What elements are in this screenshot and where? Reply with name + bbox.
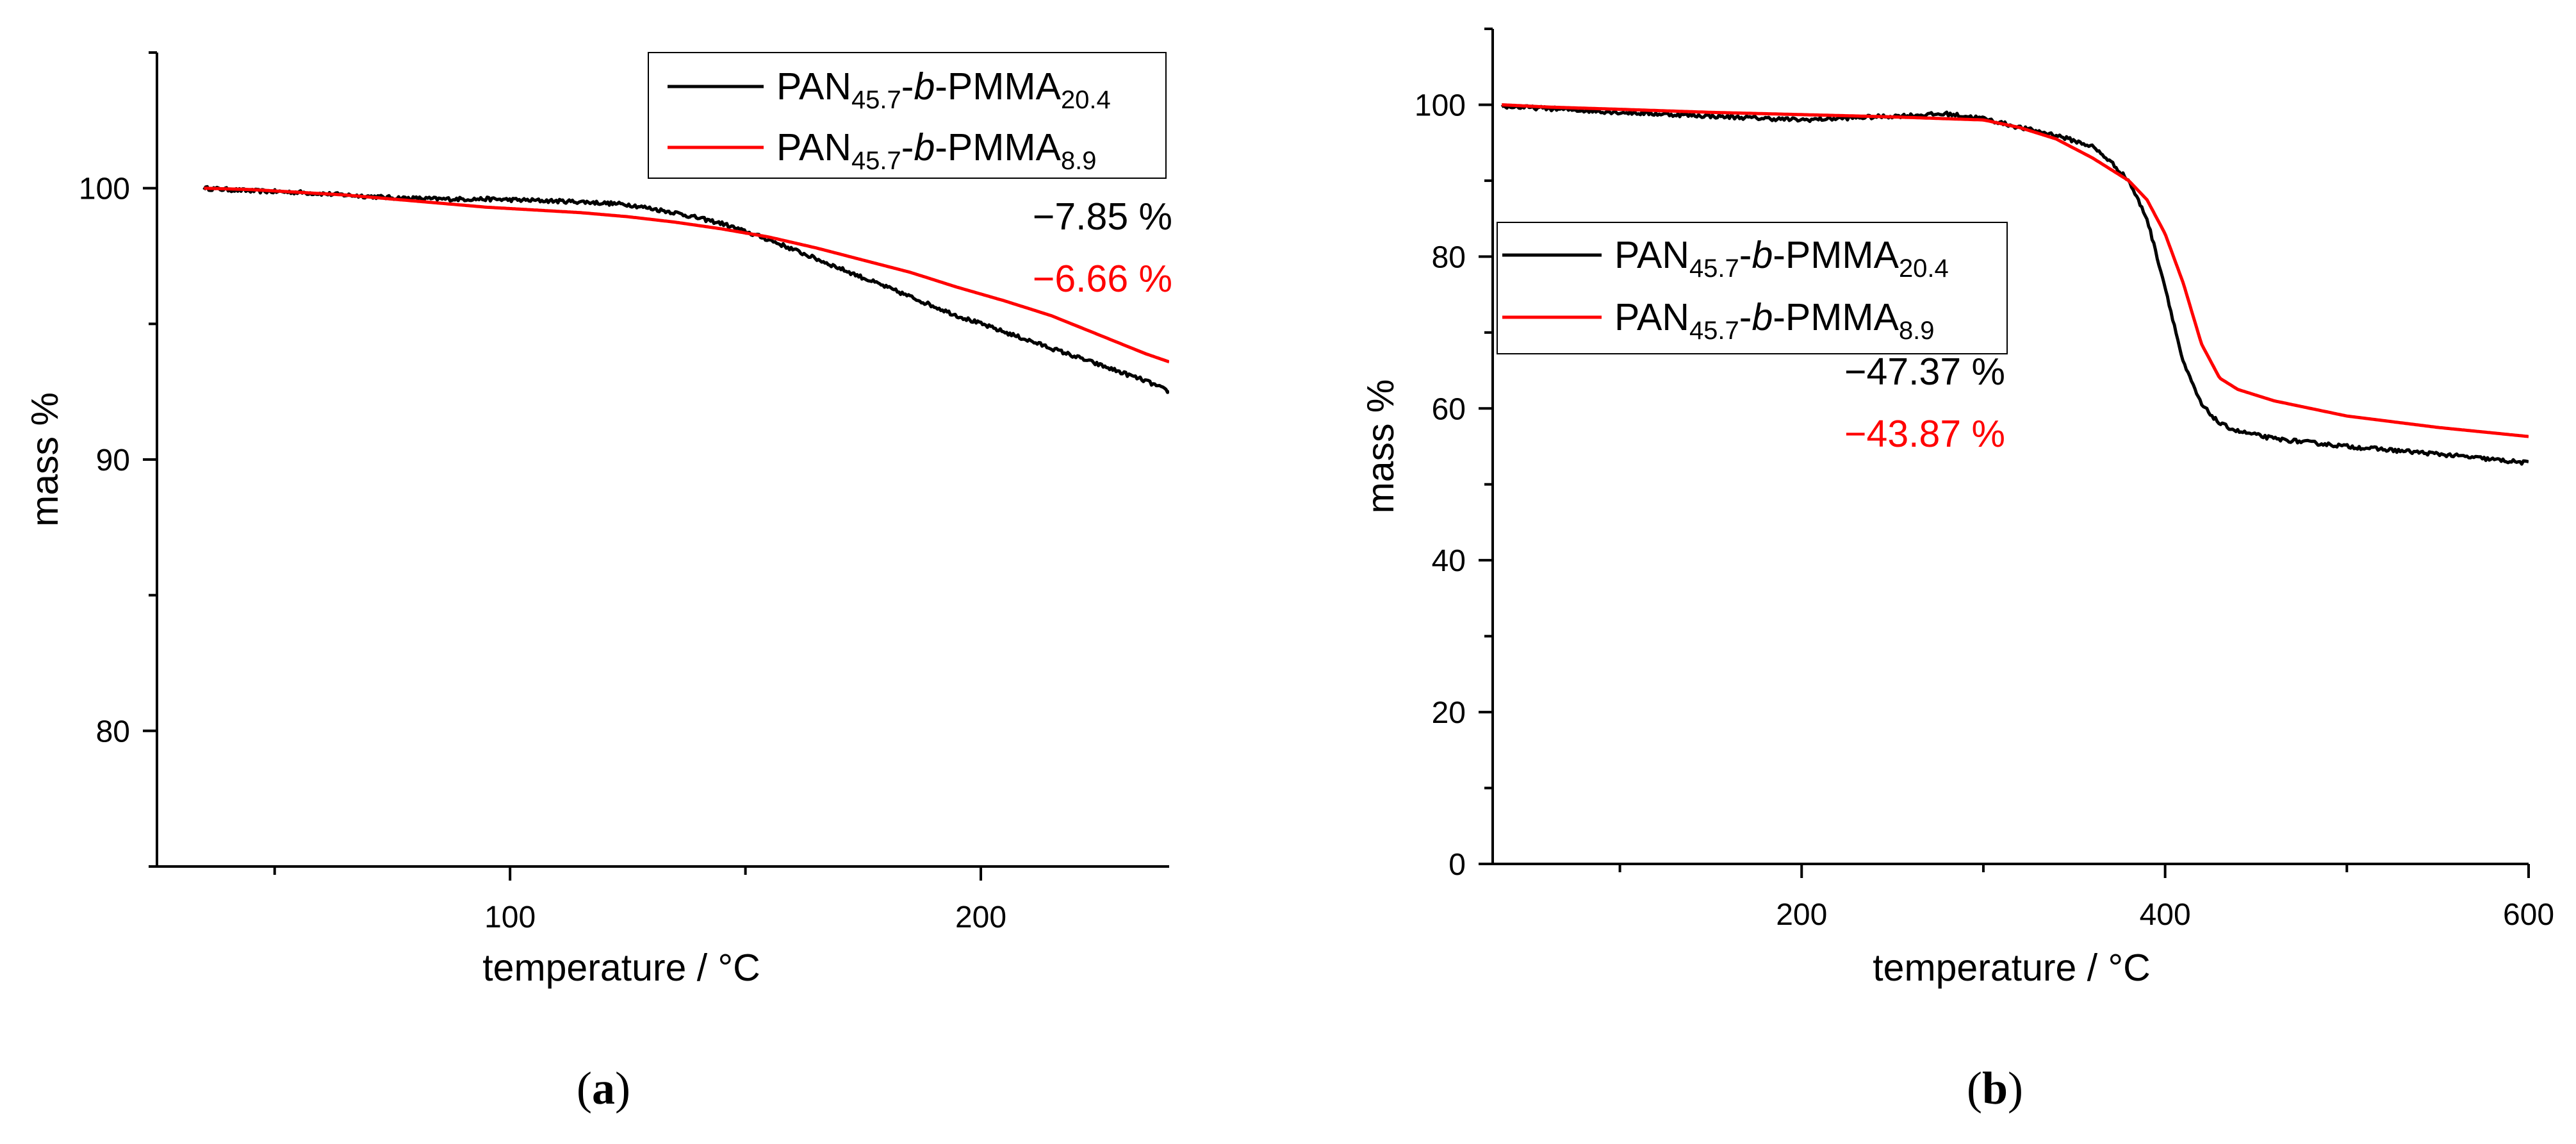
x-tick-label: 200 (1776, 898, 1827, 932)
mass-loss-annotation-1: −47.37 % (1844, 351, 2005, 393)
x-axis-title: temperature / °C (1873, 947, 2150, 989)
series-line-1 (1500, 104, 2529, 466)
series-line-2 (204, 187, 1169, 363)
x-tick-label: 600 (2503, 898, 2554, 932)
mass-loss-annotation-1: −7.85 % (1033, 195, 1172, 238)
legend-label-1: PAN45.7-b-PMMA20.4 (1614, 234, 1949, 283)
legend-label-2: PAN45.7-b-PMMA8.9 (1614, 296, 1935, 345)
mass-loss-annotation-2: −43.87 % (1844, 413, 2005, 455)
y-tick-label: 80 (1432, 240, 1466, 274)
x-axis-title: temperature / °C (482, 947, 760, 989)
y-tick-label: 100 (79, 172, 130, 206)
y-tick-label: 40 (1432, 544, 1466, 578)
y-tick-label: 100 (1415, 88, 1466, 122)
y-tick-label: 20 (1432, 696, 1466, 730)
y-tick-label: 0 (1448, 848, 1466, 882)
y-tick-label: 60 (1432, 392, 1466, 426)
y-tick-label: 80 (96, 715, 130, 749)
mass-loss-annotation-2: −6.66 % (1033, 258, 1172, 300)
chart-panel-b: 200 400 600 0 20 40 60 80 100 temperature / °C mas… (1359, 28, 2554, 1114)
y-axis-title: mass % (24, 392, 66, 527)
y-axis-title: mass % (1359, 379, 1402, 514)
x-tick-label: 100 (484, 900, 536, 934)
series-line-2 (1502, 103, 2529, 438)
legend: PAN45.7-b-PMMA20.4 PAN45.7-b-PMMA8.9 (648, 52, 1167, 179)
chart-panel-a: 100 200 80 90 100 temperature / °C mass % PAN45… (24, 51, 1172, 1114)
x-tick-label: 200 (955, 900, 1006, 934)
panel-label: (a) (577, 1063, 630, 1114)
legend-box (648, 52, 1167, 179)
panel-label: (b) (1967, 1063, 2023, 1114)
x-tick-label: 400 (2140, 898, 2191, 932)
series-line-1 (202, 185, 1169, 394)
legend-label-2: PAN45.7-b-PMMA8.9 (776, 126, 1097, 175)
y-tick-label: 90 (96, 444, 130, 477)
legend: PAN45.7-b-PMMA20.4 PAN45.7-b-PMMA8.9 (1497, 222, 2008, 354)
legend-box (1497, 222, 2008, 354)
legend-label-1: PAN45.7-b-PMMA20.4 (776, 65, 1111, 114)
